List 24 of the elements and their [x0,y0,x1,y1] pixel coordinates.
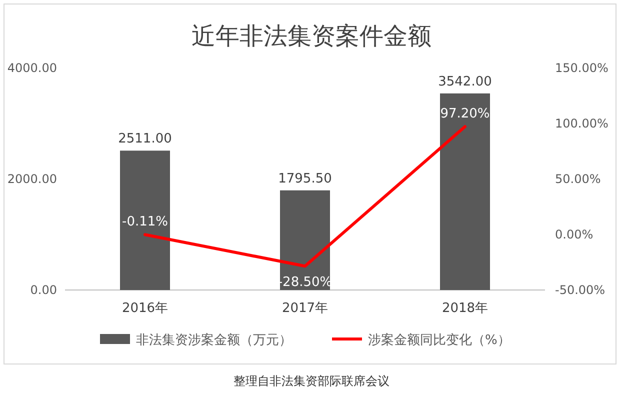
chart-title: 近年非法集资案件金额 [192,22,432,50]
bar [440,93,490,290]
y-tick-label: 4000.00 [7,61,57,75]
y2-tick-label: 50.00% [555,172,601,186]
y2-tick-label: 0.00% [555,228,594,242]
data-label: -28.50% [278,275,332,290]
y2-tick-label: -50.00% [555,283,606,297]
legend-label: 非法集资涉案金额（万元） [136,332,292,348]
y-tick-label: 2000.00 [7,172,57,186]
text: 整理自非法集资部际联席会议 [234,374,390,388]
data-label: 1795.50 [278,171,332,186]
y-tick-label: 0.00 [30,283,57,297]
data-label: 3542.00 [438,74,492,90]
x-tick-label: 2018年 [442,301,488,316]
x-tick-label: 2016年 [122,301,168,316]
data-label: 97.20% [440,106,490,122]
x-tick-label: 2017年 [282,301,328,316]
bar [120,150,170,290]
bar [280,190,330,290]
y2-tick-label: 100.00% [555,116,608,130]
data-label: -0.11% [122,214,168,230]
legend-label: 涉案金额同比变化（%） [368,332,510,348]
data-label: 2511.00 [118,132,172,147]
y2-tick-label: 150.00% [555,61,608,75]
